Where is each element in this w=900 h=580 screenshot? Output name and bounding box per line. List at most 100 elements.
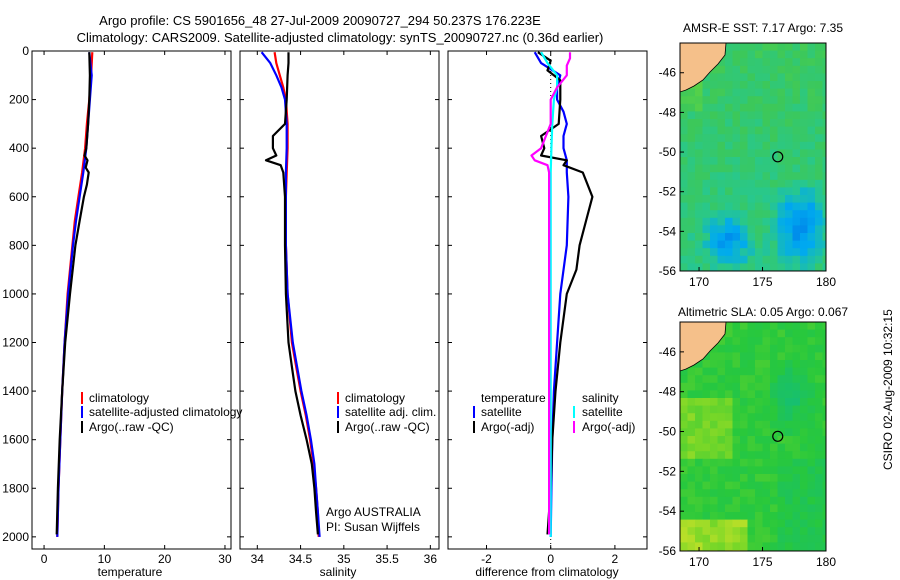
map-cell [755,126,763,135]
new-zealand-coast-sla [680,322,727,372]
map-cell [792,141,801,150]
map-cell [695,157,703,165]
map-cell [807,512,816,520]
map-cell [800,382,808,391]
map-cell [762,390,771,399]
map-cell [822,405,826,414]
map-x-tick-label: 180 [816,555,836,569]
map-cell [777,263,786,271]
map-cell [732,367,741,376]
map-cell [680,96,688,105]
map-cell [762,360,771,368]
figure-title-line1: Argo profile: CS 5901656_48 27-Jul-2009 … [99,13,541,28]
map-x-tick-label: 170 [689,275,709,289]
map-cell [740,126,748,135]
map-cell [792,451,801,460]
map-cell [710,489,718,498]
map-cell [815,255,823,264]
map-cell [807,474,816,482]
map-cell [785,255,793,264]
map-cell [687,481,696,490]
map-cell [792,390,801,399]
map-cell [717,504,726,513]
map-cell [792,322,801,330]
map-cell [680,519,688,528]
map-cell [770,474,778,482]
map-cell [725,179,733,188]
map-cell [762,542,771,551]
map-cell [755,225,763,234]
map-cell [815,481,823,490]
map-cell [755,81,763,89]
map-cell [717,58,726,67]
map-cell [747,119,756,127]
map-cell [702,88,711,97]
map-cell [740,375,748,384]
map-cell [770,405,778,414]
map-cell [762,119,771,127]
map-cell [815,141,823,150]
map-cell [785,344,793,353]
map-cell [800,512,808,520]
map-cell [717,164,726,173]
map-cell [800,81,808,89]
map-cell [807,496,816,505]
map-cell [725,367,733,376]
map-cell [747,542,756,551]
map-cell [717,398,726,406]
map-cell [792,519,801,528]
map-cell [695,172,703,181]
map-cell [732,103,741,112]
map-cell [702,255,711,264]
map-cell [710,134,718,143]
map-cell [725,489,733,498]
map-cell [717,134,726,143]
map-cell [680,504,688,513]
map-cell [702,542,711,551]
map-cell [695,443,703,452]
map-cell [725,519,733,528]
map-cell [785,443,793,452]
map-cell [785,398,793,406]
map-cell [815,527,823,536]
map-cell [702,210,711,219]
map-cell [815,164,823,173]
map-y-tick-label: -48 [659,385,677,399]
map-cell [822,248,826,257]
map-cell [815,344,823,353]
map-cell [822,519,826,528]
map-cell [732,225,741,234]
map-cell [747,436,756,444]
map-cell [770,263,778,271]
map-cell [777,126,786,135]
map-cell [717,187,726,196]
map-cell [732,65,741,74]
map-cell [755,527,763,536]
map-cell [710,382,718,391]
map-cell [755,43,763,51]
map-cell [815,58,823,67]
map-cell [785,172,793,181]
map-cell [695,217,703,226]
map-cell [747,195,756,203]
map-cell [785,88,793,97]
map-cell [822,240,826,249]
map-cell [822,58,826,67]
map-cell [710,217,718,226]
map-cell [777,527,786,536]
map-cell [792,481,801,490]
map-cell [762,344,771,353]
map-cell [755,233,763,241]
map-cell [785,436,793,444]
map-cell [807,195,816,203]
map-cell [762,398,771,406]
map-cell [680,88,688,97]
map-cell [770,413,778,422]
map-cell [777,119,786,127]
map-cell [732,119,741,127]
map-cell [770,496,778,505]
map-cell [687,436,696,444]
map-cell [740,458,748,467]
map-cell [747,375,756,384]
map-cell [680,248,688,257]
